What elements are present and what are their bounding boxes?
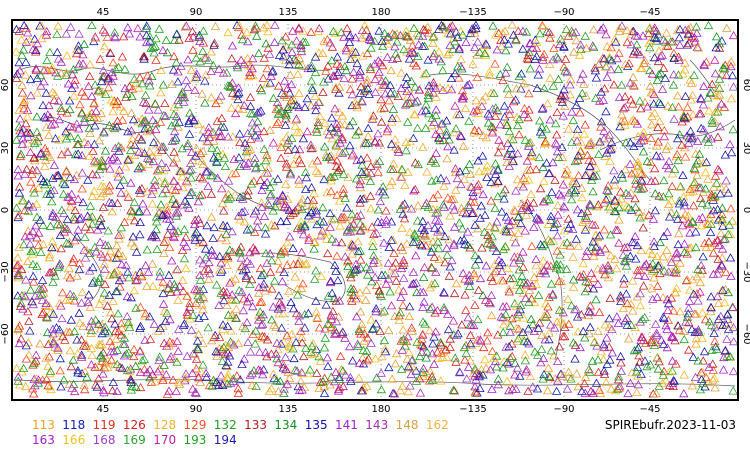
lon-tick-top: −135 (459, 7, 486, 18)
map-frame (11, 19, 739, 401)
coastline-segment (19, 64, 331, 75)
obs-markers-170 (12, 21, 739, 398)
legend-item-119: 119 (93, 418, 116, 432)
lon-tick-bottom: −45 (639, 404, 660, 415)
lon-tick-bottom: 45 (97, 404, 110, 415)
legend-item-148: 148 (396, 418, 419, 432)
lat-tick-right: 60 (741, 79, 750, 92)
lon-tick-bottom: 135 (278, 404, 297, 415)
legend-item-163: 163 (32, 433, 55, 447)
legend: 113 118 119 126 128 129 132 133 134 135 141 143 148 1… (32, 418, 449, 447)
legend-item-129: 129 (184, 418, 207, 432)
legend-item-132: 132 (214, 418, 237, 432)
legend-item-143: 143 (365, 418, 388, 432)
observation-markers (11, 20, 739, 398)
lon-tick-bottom: 90 (190, 404, 203, 415)
lon-tick-top: 90 (190, 7, 203, 18)
legend-item-128: 128 (153, 418, 176, 432)
lat-tick-right: 0 (741, 207, 750, 213)
coastline-segment (59, 224, 102, 306)
lon-tick-top: 135 (278, 7, 297, 18)
legend-item-141: 141 (335, 418, 358, 432)
legend-item-133: 133 (244, 418, 267, 432)
legend-item-162: 162 (426, 418, 449, 432)
lat-tick-left: 30 (0, 142, 11, 155)
legend-item-194: 194 (214, 433, 237, 447)
lon-tick-top: 45 (97, 7, 110, 18)
legend-item-134: 134 (274, 418, 297, 432)
lat-tick-right: 30 (741, 142, 750, 155)
legend-item-168: 168 (93, 433, 116, 447)
lon-tick-bottom: −90 (553, 404, 574, 415)
lon-tick-bottom: 180 (371, 404, 390, 415)
axis-ticks: 45 45 90 90 135 135 180 180 −135 −135 −90 −90 −45 −45… (0, 7, 750, 415)
obs-markers-168 (20, 20, 739, 397)
lat-tick-left: 0 (0, 207, 11, 213)
lat-tick-left: 60 (0, 79, 11, 92)
lat-tick-right: −60 (741, 323, 750, 344)
lat-tick-left: −30 (0, 261, 11, 282)
legend-item-166: 166 (62, 433, 85, 447)
lon-tick-bottom: −135 (459, 404, 486, 415)
legend-item-126: 126 (123, 418, 146, 432)
lat-tick-left: −60 (0, 323, 11, 344)
legend-item-135: 135 (305, 418, 328, 432)
obs-markers-193 (18, 20, 736, 394)
lon-tick-top: −90 (553, 7, 574, 18)
coastline-segment (249, 252, 346, 302)
legend-item-113: 113 (32, 418, 55, 432)
dataset-label: SPIREbufr.2023-11-03 (605, 418, 736, 432)
obs-markers-133 (11, 24, 725, 395)
obs-markers-194 (14, 20, 738, 397)
obs-markers-113 (12, 22, 738, 397)
coastline-segment (519, 199, 563, 361)
legend-item-169: 169 (123, 433, 146, 447)
lon-tick-top: 180 (371, 7, 390, 18)
legend-item-170: 170 (153, 433, 176, 447)
lat-tick-right: −30 (741, 261, 750, 282)
lon-tick-top: −45 (639, 7, 660, 18)
coastline-segment (599, 119, 736, 151)
legend-item-193: 193 (184, 433, 207, 447)
legend-item-118: 118 (62, 418, 85, 432)
